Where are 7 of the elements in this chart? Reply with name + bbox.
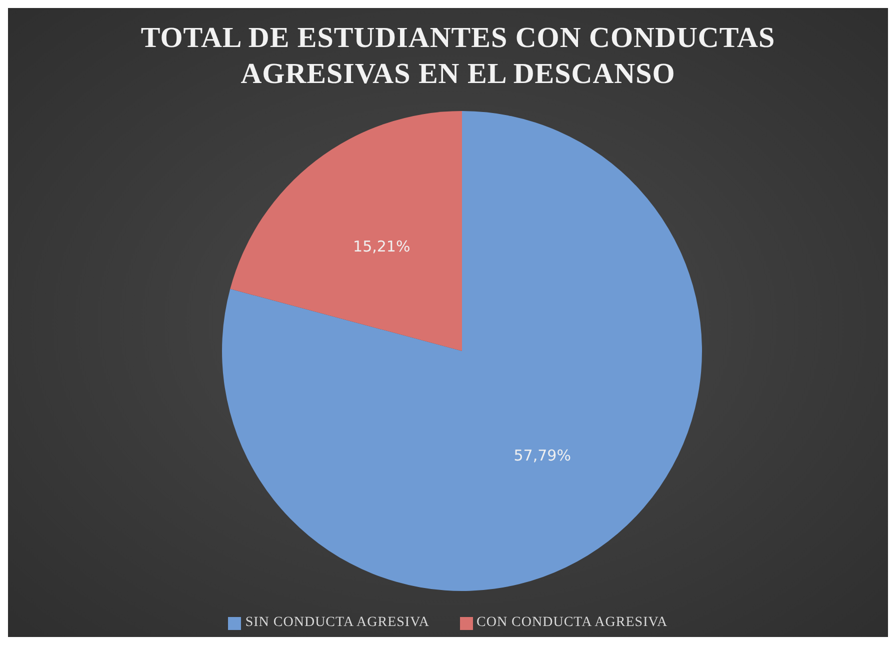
data-label: 57,79%	[514, 446, 571, 465]
legend-label: SIN CONDUCTA AGRESIVA	[244, 615, 430, 631]
pie-slice	[222, 111, 702, 591]
data-label: 15,21%	[353, 237, 410, 256]
chart-title: TOTAL DE ESTUDIANTES CON CONDUCTAS AGRESIVAS EN EL DESCANSO	[140, 21, 776, 92]
legend-label: CON CONDUCTA AGRESIVA	[476, 615, 668, 631]
pie-slice	[230, 111, 462, 351]
